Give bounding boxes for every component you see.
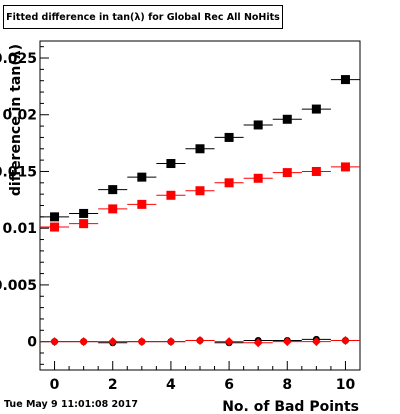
data-point	[50, 222, 60, 232]
red-diamond-series	[40, 336, 360, 348]
y-tick-label: 0.025	[0, 51, 37, 67]
data-point	[79, 337, 89, 347]
data-point	[224, 132, 234, 142]
data-point	[340, 162, 350, 172]
axes: 0 2 4 6 8 10 0 0.005 0.01 0.015 0.02 0.025	[0, 46, 361, 393]
x-tick-label: 8	[282, 377, 292, 393]
axis-labels: No. of Bad Points difference in tan(λ)	[8, 44, 359, 414]
data-point	[50, 212, 60, 222]
x-tick-label: 2	[108, 377, 118, 393]
data-point	[282, 337, 292, 347]
data-point	[195, 144, 205, 154]
data-point	[79, 208, 89, 218]
data-series	[40, 75, 360, 348]
data-point	[311, 337, 321, 347]
timestamp-label: Tue May 9 11:01:08 2017	[4, 399, 138, 410]
data-point	[224, 178, 234, 188]
chart-title-box: Fitted difference in tan(λ) for Global R…	[3, 5, 283, 29]
y-tick-label: 0	[27, 335, 37, 351]
data-point	[253, 120, 263, 130]
data-point	[311, 166, 321, 176]
data-point	[108, 204, 118, 214]
data-point	[108, 185, 118, 195]
data-point	[224, 337, 234, 347]
data-point	[253, 338, 263, 348]
chart-title: Fitted difference in tan(λ) for Global R…	[6, 11, 280, 23]
x-tick-label: 4	[166, 377, 176, 393]
data-point	[137, 172, 147, 182]
y-tick-label: 0.02	[2, 108, 37, 124]
black-square-series	[40, 75, 360, 222]
data-point	[79, 219, 89, 229]
data-point	[340, 75, 350, 85]
data-point	[166, 190, 176, 200]
data-point	[340, 336, 350, 346]
y-tick-label: 0.01	[2, 221, 37, 237]
data-point	[137, 337, 147, 347]
x-tick-label: 10	[336, 377, 356, 393]
y-tick-label: 0.015	[0, 164, 37, 180]
y-axis-title: difference in tan(λ)	[8, 44, 24, 196]
data-point	[311, 104, 321, 114]
data-point	[166, 337, 176, 347]
data-point	[166, 159, 176, 169]
y-tick-label: 0.005	[0, 278, 37, 294]
x-axis-title: No. of Bad Points	[222, 399, 359, 414]
x-tick-label: 6	[224, 377, 234, 393]
data-point	[282, 168, 292, 178]
data-point	[137, 199, 147, 209]
data-point	[108, 337, 118, 347]
data-point	[50, 337, 60, 347]
x-tick-label: 0	[50, 377, 60, 393]
data-point	[253, 173, 263, 183]
data-point	[282, 114, 292, 124]
red-square-series	[40, 162, 360, 232]
data-point	[195, 336, 205, 346]
data-point	[195, 186, 205, 196]
